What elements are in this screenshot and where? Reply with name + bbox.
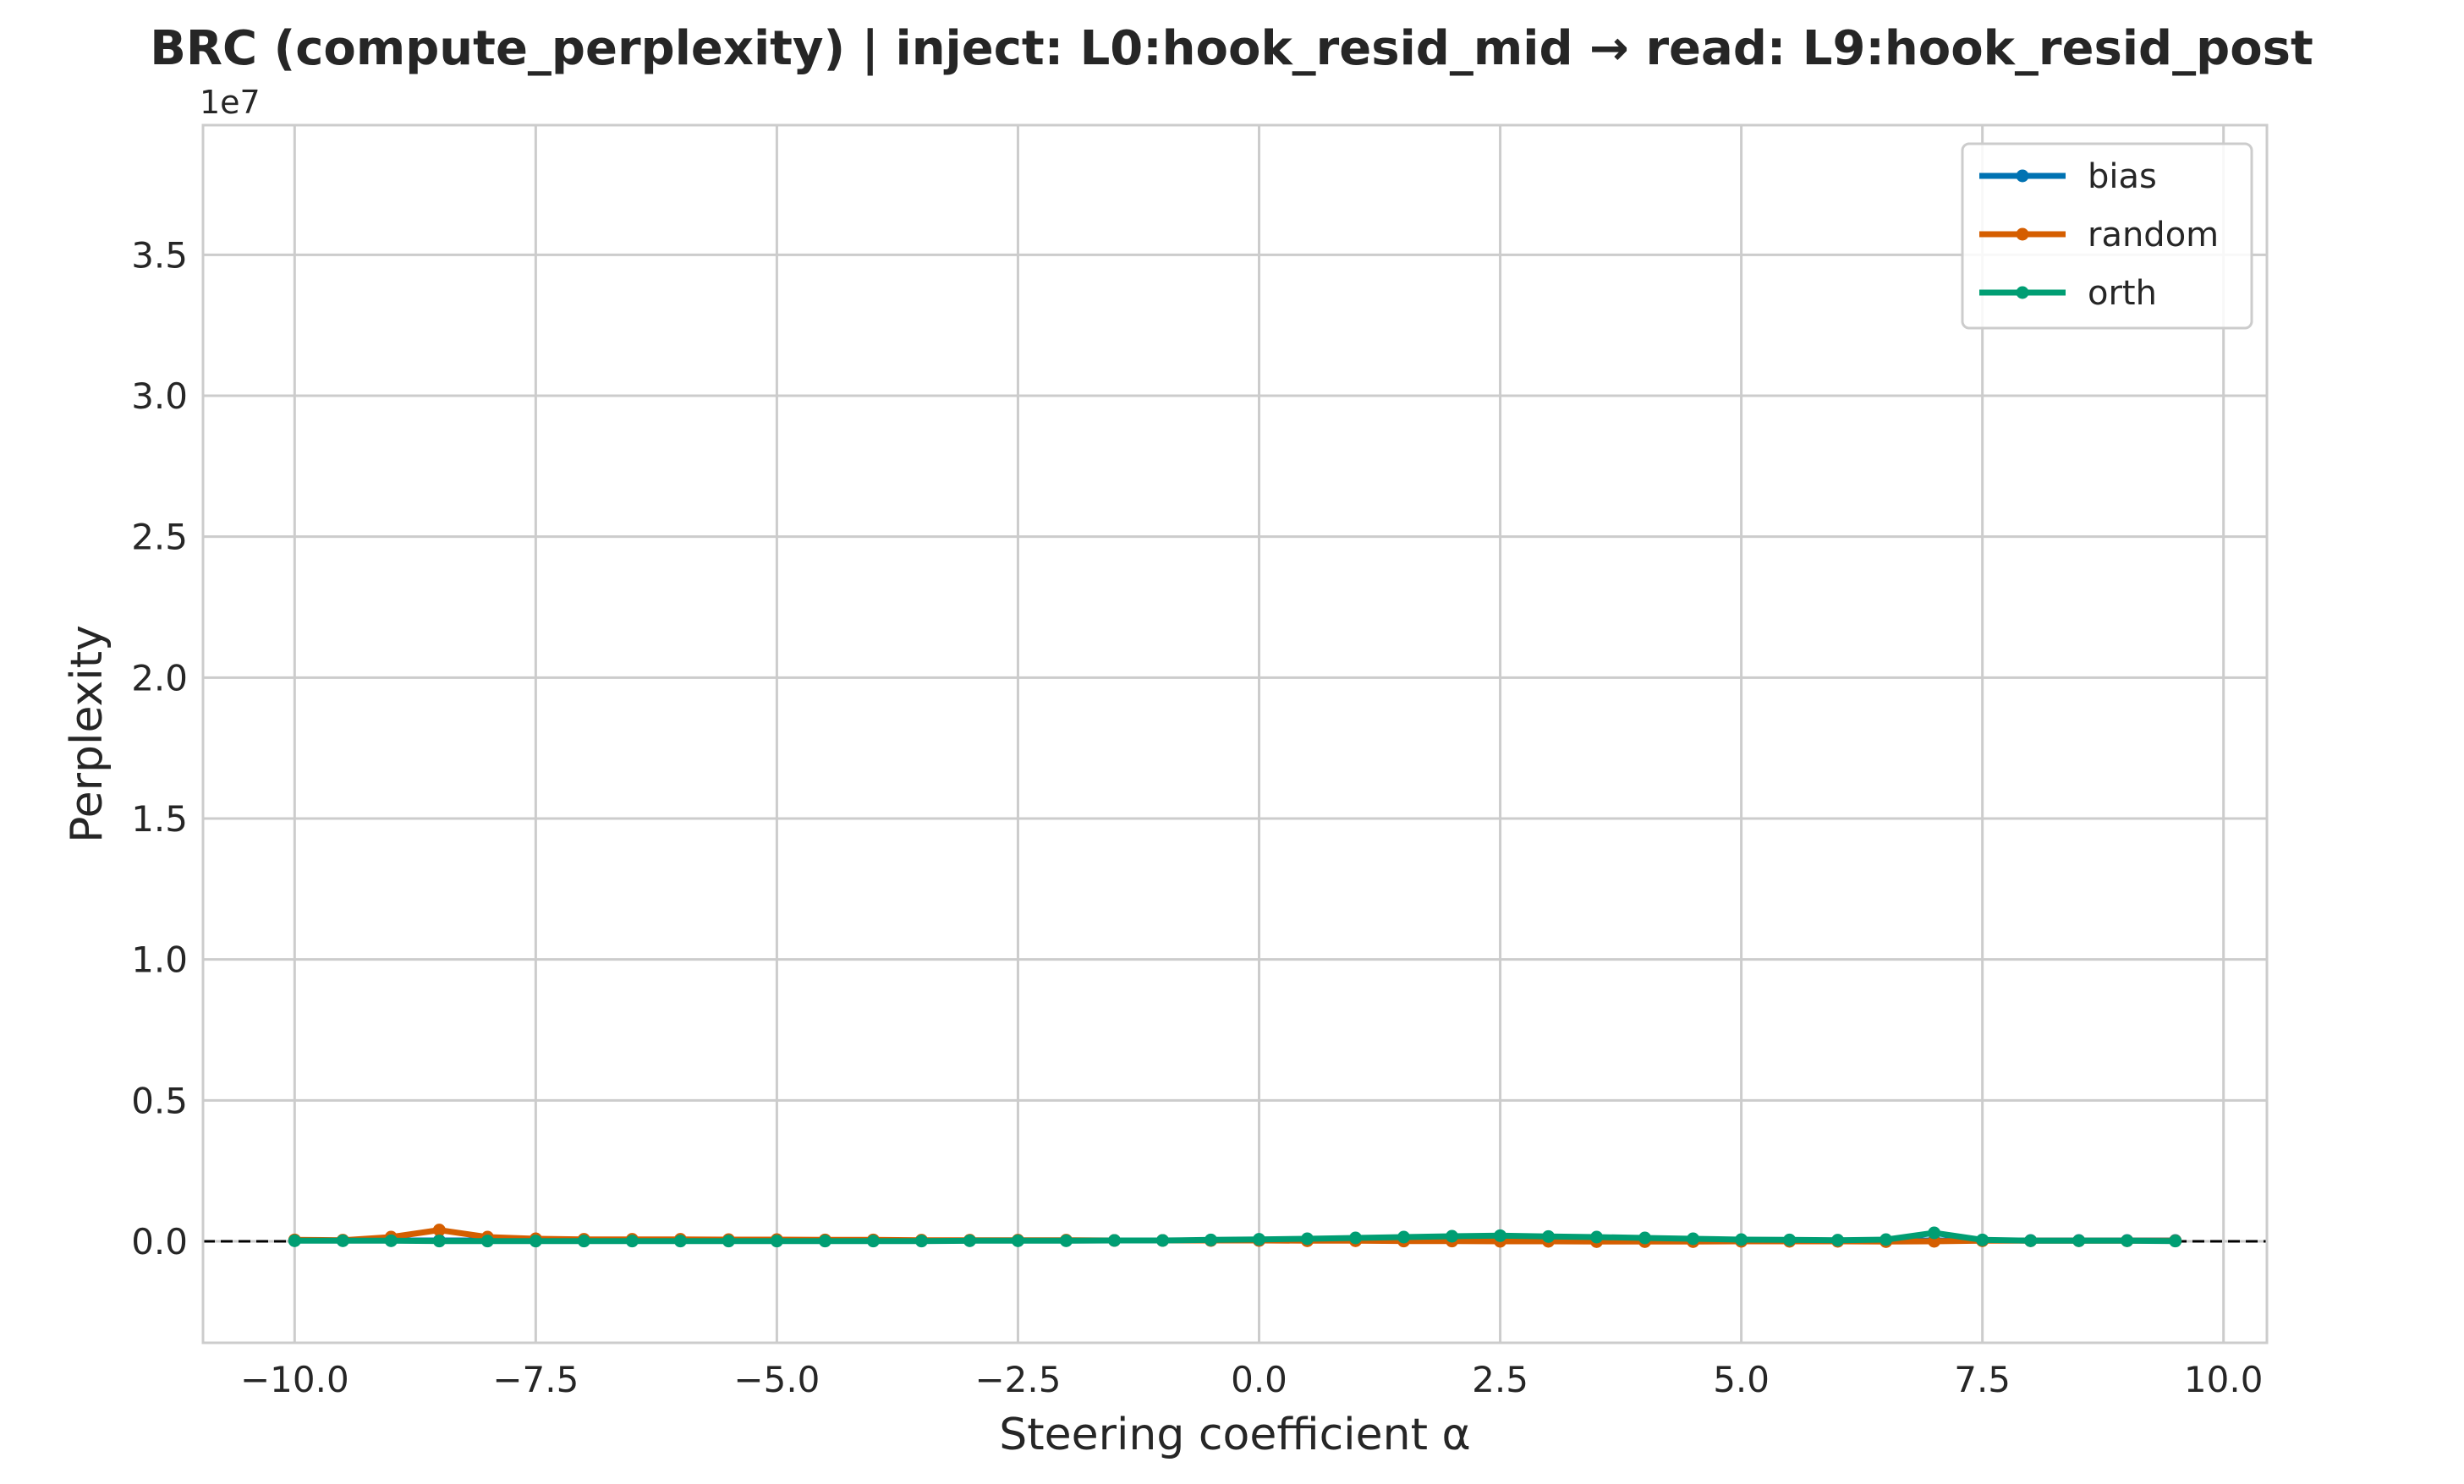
data-point-orth [2024, 1234, 2038, 1247]
data-point-orth [1107, 1234, 1121, 1247]
data-point-orth [1783, 1233, 1797, 1246]
x-tick-label: 7.5 [1954, 1359, 2011, 1400]
data-point-orth [963, 1234, 976, 1247]
data-point-orth [529, 1235, 542, 1248]
legend: bias random orth [1961, 142, 2253, 330]
legend-frame [1961, 142, 2253, 330]
data-point-orth [1542, 1229, 1556, 1243]
data-point-orth [1446, 1229, 1459, 1243]
data-point-orth [336, 1234, 349, 1247]
legend-item-orth: orth [1979, 274, 2157, 313]
data-point-orth [625, 1235, 639, 1248]
x-tick-label: −2.5 [974, 1359, 1061, 1400]
data-point-orth [480, 1235, 494, 1248]
y-tick-label: 1.0 [131, 939, 188, 981]
x-tick-label: −7.5 [492, 1359, 579, 1400]
legend-label-orth: orth [2088, 274, 2157, 313]
legend-item-random: random [1979, 216, 2219, 255]
x-tick-label: −10.0 [240, 1359, 349, 1400]
data-point-orth [1590, 1230, 1604, 1244]
x-tick-label: 2.5 [1472, 1359, 1528, 1400]
y-axis-title: Perplexity [62, 625, 112, 843]
data-point-orth [1494, 1229, 1507, 1242]
data-point-orth [2121, 1234, 2134, 1247]
chart-title: BRC (compute_perplexity) | inject: L0:ho… [150, 21, 2313, 76]
x-tick-label: 10.0 [2184, 1359, 2264, 1400]
series-line-orth [294, 1229, 2176, 1245]
data-point-orth [1301, 1232, 1314, 1246]
legend-marker-random [2016, 227, 2029, 241]
y-tick-label: 0.5 [131, 1080, 188, 1121]
y-tick-label: 3.5 [131, 234, 188, 276]
plot-area-background [203, 125, 2267, 1343]
y-tick-label: 2.0 [131, 657, 188, 698]
legend-label-bias: bias [2088, 157, 2157, 196]
legend-marker-orth [2016, 286, 2029, 299]
data-point-orth [818, 1235, 831, 1248]
y-tick-label: 0.0 [131, 1221, 188, 1262]
y-tick-label: 2.5 [131, 517, 188, 558]
data-point-orth [384, 1234, 398, 1247]
plot-area-frame [201, 123, 2269, 1344]
data-point-orth [1831, 1234, 1845, 1247]
y-tick-labels: 0.0 0.5 1.0 1.5 2.0 2.5 3.0 3.5 [131, 234, 188, 1262]
data-point-orth [2169, 1235, 2182, 1248]
data-point-orth [1204, 1233, 1217, 1246]
x-tick-label: 5.0 [1713, 1359, 1770, 1400]
data-point-orth [1397, 1230, 1411, 1244]
x-axis-title: Steering coefficient α [999, 1410, 1471, 1460]
legend-label-random: random [2088, 216, 2219, 255]
y-tick-label: 1.5 [131, 798, 188, 840]
data-point-orth [288, 1234, 301, 1247]
data-point-orth [1880, 1233, 1893, 1246]
data-point-orth [432, 1235, 446, 1248]
data-point-orth [1638, 1231, 1652, 1245]
data-point-orth [1687, 1232, 1700, 1246]
x-tick-label: 0.0 [1231, 1359, 1287, 1400]
x-tick-labels: −10.0 −7.5 −5.0 −2.5 0.0 2.5 5.0 7.5 10.0 [240, 1359, 2263, 1400]
data-point-orth [770, 1235, 783, 1248]
data-point-orth [673, 1235, 687, 1248]
grid-lines [203, 125, 2267, 1343]
y-offset-label: 1e7 [200, 84, 261, 121]
data-point-orth [1349, 1231, 1363, 1245]
data-point-orth [2072, 1234, 2086, 1247]
data-point-orth [1976, 1233, 1989, 1246]
data-point-orth [866, 1235, 880, 1248]
data-point-orth [1253, 1233, 1266, 1246]
data-point-orth [1928, 1226, 1941, 1240]
data-point-orth [1059, 1234, 1073, 1247]
legend-item-bias: bias [1979, 157, 2157, 196]
data-point-orth [1735, 1233, 1748, 1246]
y-tick-label: 3.0 [131, 375, 188, 417]
data-point-orth [914, 1235, 928, 1248]
data-point-orth [722, 1235, 735, 1248]
series-orth [288, 1226, 2182, 1248]
legend-marker-bias [2016, 169, 2029, 183]
series-layer [288, 1224, 2182, 1248]
data-point-random [432, 1224, 446, 1237]
x-tick-label: −5.0 [733, 1359, 820, 1400]
data-point-orth [577, 1235, 590, 1248]
data-point-orth [1011, 1234, 1024, 1247]
data-point-orth [1155, 1234, 1169, 1247]
